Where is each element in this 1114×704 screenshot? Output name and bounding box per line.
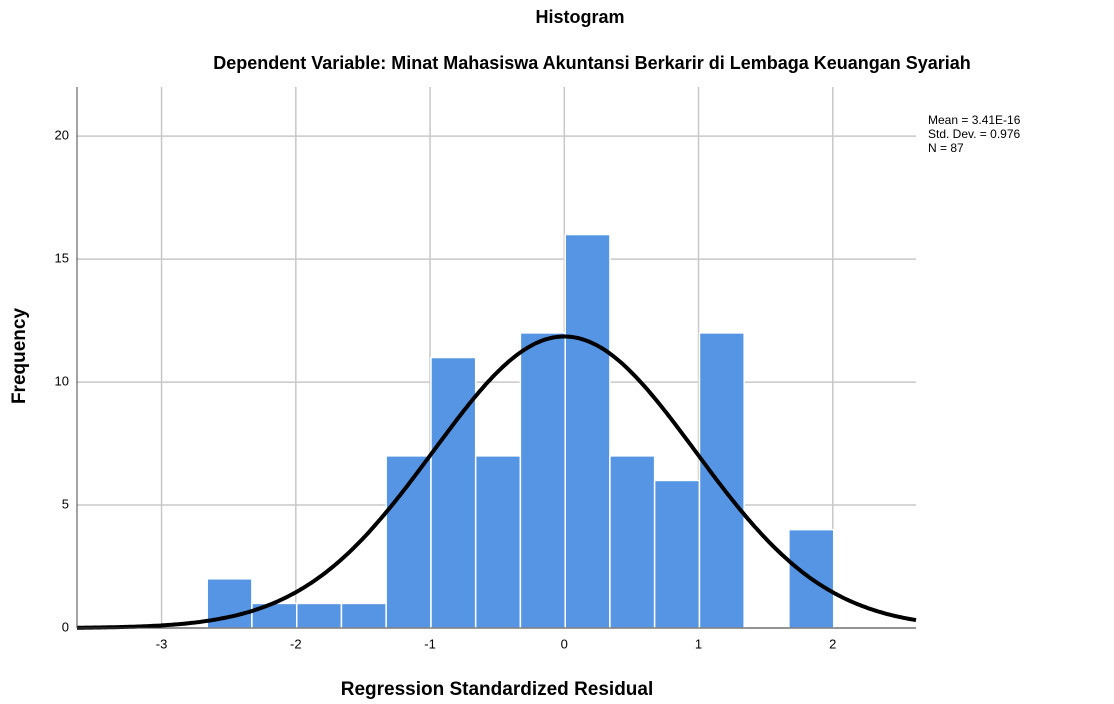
y-tick-label: 15 bbox=[55, 251, 69, 266]
y-tick-label: 20 bbox=[55, 128, 69, 143]
x-tick-label: 2 bbox=[829, 636, 836, 651]
x-tick-label: 0 bbox=[561, 636, 568, 651]
chart-subtitle: Dependent Variable: Minat Mahasiswa Akun… bbox=[213, 53, 971, 73]
bar bbox=[519, 332, 566, 629]
chart-title: Histogram bbox=[535, 7, 624, 27]
bar bbox=[474, 455, 522, 629]
x-tick-label: -1 bbox=[424, 636, 436, 651]
bar bbox=[340, 602, 387, 629]
stats-note: Mean = 3.41E-16 bbox=[928, 113, 1021, 127]
y-tick-label: 5 bbox=[62, 496, 69, 511]
x-tick-label: -3 bbox=[156, 636, 168, 651]
bar bbox=[564, 233, 611, 629]
bar bbox=[296, 602, 343, 629]
bar bbox=[653, 479, 701, 629]
y-tick-label: 0 bbox=[62, 619, 69, 634]
bar bbox=[430, 356, 477, 629]
x-tick-label: -2 bbox=[290, 636, 302, 651]
bar bbox=[698, 332, 745, 629]
x-axis-label: Regression Standardized Residual bbox=[341, 679, 654, 700]
stats-note: N = 87 bbox=[928, 141, 964, 155]
stats-note: Std. Dev. = 0.976 bbox=[928, 127, 1020, 141]
bar bbox=[609, 455, 656, 629]
x-tick-label: 1 bbox=[695, 636, 702, 651]
y-tick-label: 10 bbox=[55, 374, 69, 389]
y-axis-label: Frequency bbox=[9, 308, 30, 405]
normal-curve bbox=[77, 334, 917, 630]
